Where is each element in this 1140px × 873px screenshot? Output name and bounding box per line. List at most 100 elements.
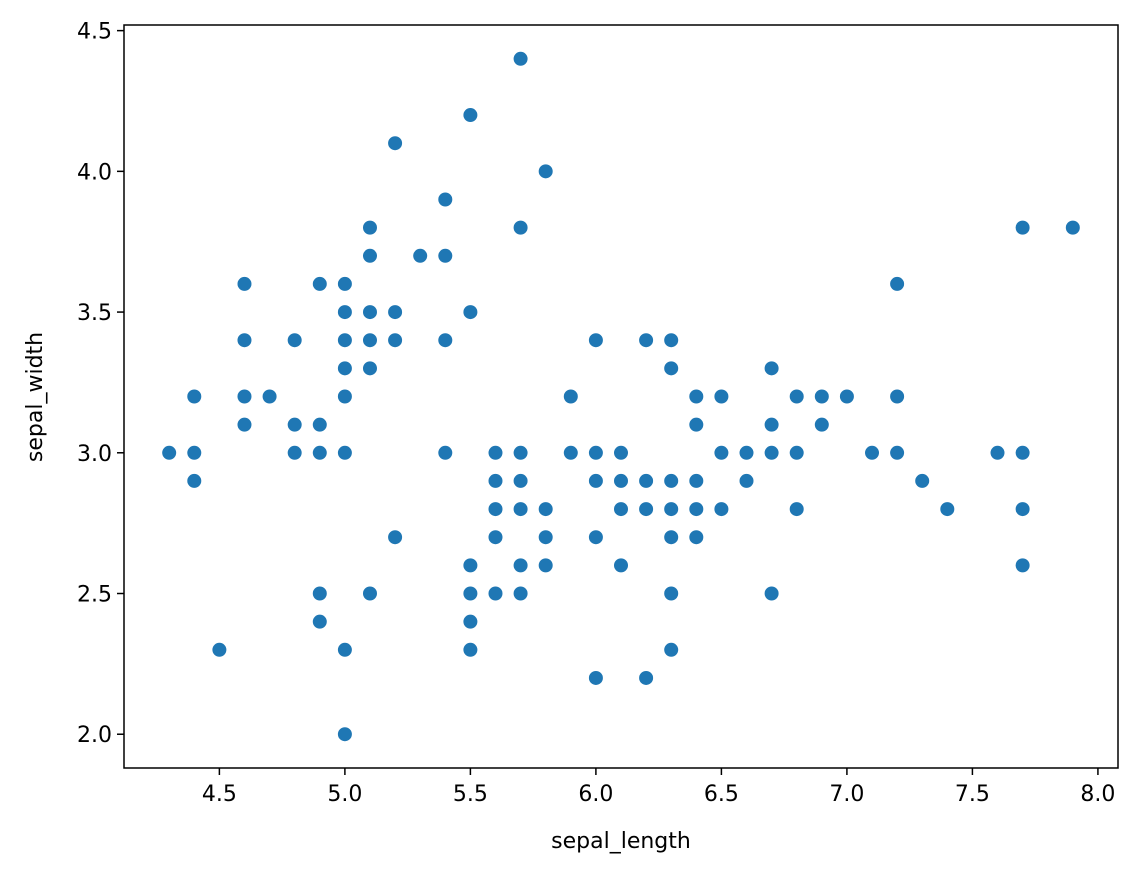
- point: [713, 388, 730, 405]
- point: [1064, 219, 1081, 236]
- point: [638, 472, 655, 489]
- point: [939, 501, 956, 518]
- point: [638, 501, 655, 518]
- x-tick-label: 7.0: [829, 782, 864, 807]
- point: [186, 444, 203, 461]
- point: [236, 275, 253, 292]
- point: [537, 557, 554, 574]
- point: [437, 444, 454, 461]
- point: [361, 304, 378, 321]
- point: [512, 50, 529, 67]
- point: [311, 585, 328, 602]
- point: [161, 444, 178, 461]
- point: [613, 557, 629, 574]
- point: [688, 501, 705, 518]
- point: [613, 444, 629, 461]
- point: [663, 332, 680, 349]
- point: [286, 444, 303, 461]
- point: [1014, 219, 1031, 236]
- point: [713, 444, 730, 461]
- point: [763, 585, 780, 602]
- point: [336, 304, 353, 321]
- point: [889, 275, 906, 292]
- x-tick-label: 7.5: [955, 782, 990, 807]
- point: [462, 304, 479, 321]
- point: [437, 332, 454, 349]
- x-tick-label: 6.5: [704, 782, 739, 807]
- point: [788, 501, 805, 518]
- point: [989, 444, 1006, 461]
- point: [613, 501, 629, 518]
- point: [336, 641, 353, 658]
- point: [562, 444, 579, 461]
- point: [587, 332, 604, 349]
- point: [587, 444, 604, 461]
- point: [487, 529, 504, 546]
- point: [813, 416, 830, 433]
- point: [387, 304, 404, 321]
- point: [336, 726, 353, 743]
- point: [813, 388, 830, 405]
- point: [236, 332, 253, 349]
- point: [512, 444, 529, 461]
- point: [537, 501, 554, 518]
- point: [387, 332, 404, 349]
- x-tick-label: 8.0: [1080, 782, 1115, 807]
- point: [487, 444, 504, 461]
- point: [512, 585, 529, 602]
- point: [336, 444, 353, 461]
- y-tick-label: 3.5: [77, 301, 112, 326]
- plot-frame: [123, 24, 1119, 769]
- point: [512, 472, 529, 489]
- point: [688, 472, 705, 489]
- point: [487, 585, 504, 602]
- point: [688, 529, 705, 546]
- point: [387, 135, 404, 152]
- point: [387, 529, 404, 546]
- point: [537, 529, 554, 546]
- point: [663, 360, 680, 377]
- point: [864, 444, 881, 461]
- point: [788, 388, 805, 405]
- point: [236, 388, 253, 405]
- point: [1014, 557, 1031, 574]
- point: [537, 163, 554, 180]
- point: [286, 332, 303, 349]
- point: [412, 247, 429, 264]
- point: [361, 247, 378, 264]
- point: [638, 332, 655, 349]
- x-tick-label: 5.5: [453, 782, 488, 807]
- point: [311, 444, 328, 461]
- point: [1014, 444, 1031, 461]
- point: [487, 501, 504, 518]
- y-tick-label: 4.0: [77, 160, 112, 185]
- point: [587, 529, 604, 546]
- y-tick-label: 2.0: [77, 723, 112, 748]
- x-tick-label: 5.0: [327, 782, 362, 807]
- point: [663, 641, 680, 658]
- point: [688, 388, 705, 405]
- point: [462, 107, 479, 124]
- x-tick-label: 4.5: [202, 782, 237, 807]
- point: [186, 472, 203, 489]
- point: [738, 444, 755, 461]
- point: [236, 416, 253, 433]
- point: [437, 191, 454, 208]
- point: [361, 360, 378, 377]
- y-tick-label: 2.5: [77, 583, 112, 608]
- point: [512, 219, 529, 236]
- point: [838, 388, 855, 405]
- point: [688, 416, 705, 433]
- point: [889, 388, 906, 405]
- point: [788, 444, 805, 461]
- point: [186, 388, 203, 405]
- y-tick-label: 3.0: [77, 442, 112, 467]
- point: [261, 388, 278, 405]
- point: [336, 332, 353, 349]
- point: [763, 444, 780, 461]
- point: [462, 641, 479, 658]
- point: [738, 472, 755, 489]
- point: [763, 416, 780, 433]
